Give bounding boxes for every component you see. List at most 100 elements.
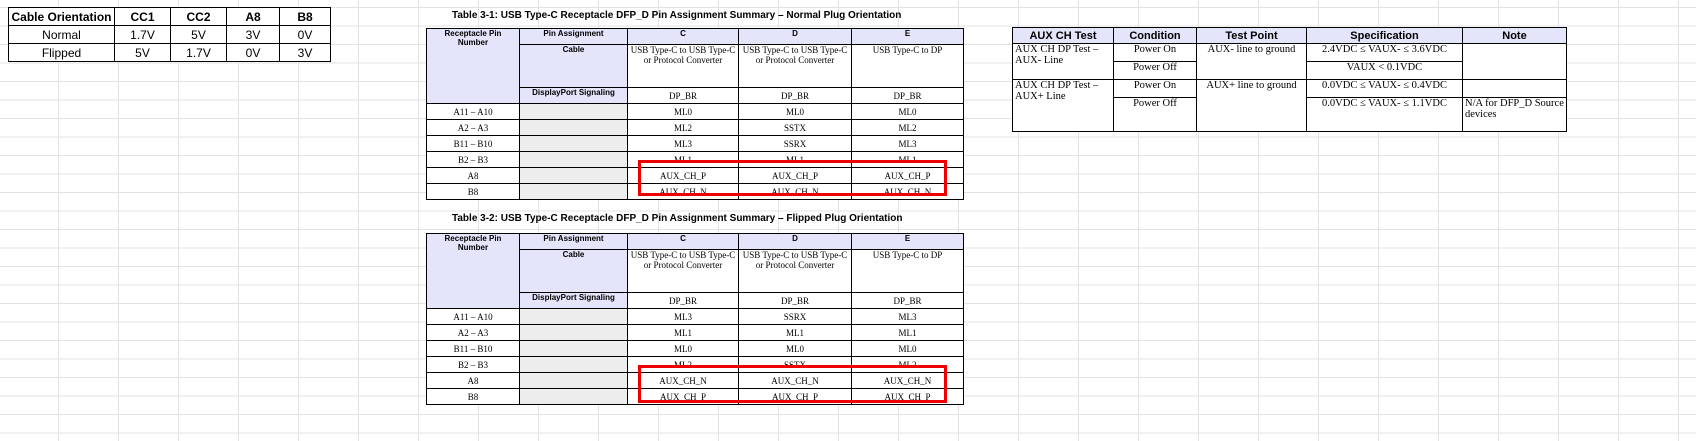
cable-cell: USB Type-C to USB Type-C or Protocol Con… (627, 44, 739, 88)
condition-cell: Power Off (1113, 97, 1197, 132)
column-header: D (738, 233, 852, 250)
signal-cell: ML3 (627, 135, 739, 152)
cable-cell: USB Type-C to DP (851, 249, 964, 293)
table-cell: Normal (8, 25, 115, 44)
header-cell: Specification (1306, 27, 1463, 44)
cable-cell: USB Type-C to USB Type-C or Protocol Con… (738, 44, 852, 88)
table-cell: 3V (279, 43, 331, 62)
dp-cell: DP_BR (627, 87, 739, 104)
signal-cell: ML1 (851, 324, 964, 341)
signal-cell: ML0 (851, 340, 964, 357)
table-cell: 5V (114, 43, 171, 62)
cable-cell: USB Type-C to USB Type-C or Protocol Con… (627, 249, 739, 293)
signal-cell: SSRX (738, 135, 852, 152)
spec-cell: 0.0VDC ≤ VAUX- ≤ 1.1VDC (1306, 97, 1463, 132)
table-cell: 3V (226, 25, 280, 44)
table-cell: 0V (279, 25, 331, 44)
signal-cell: ML0 (627, 103, 739, 120)
test-cell: AUX CH DP Test – AUX- Line (1012, 43, 1114, 80)
signal-cell: ML3 (851, 308, 964, 325)
table-row: A2 – A3 ML1 ML1 ML1 (426, 324, 964, 341)
pin-number-header: Receptacle Pin Number (426, 28, 520, 104)
pin-cell: A2 – A3 (426, 119, 520, 136)
pin-number-header: Receptacle Pin Number (426, 233, 520, 309)
signal-cell: ML0 (851, 103, 964, 120)
pin-cell: A8 (426, 372, 520, 389)
pin-cell: B8 (426, 388, 520, 405)
column-header: D (738, 28, 852, 45)
signal-cell: ML3 (851, 135, 964, 152)
condition-cell: Power On (1113, 79, 1197, 98)
cable-header: Cable (519, 249, 628, 293)
table2-pin-table: Receptacle Pin Number Pin Assignment C D E Ca… (426, 233, 964, 405)
header-cell: CC1 (114, 7, 171, 26)
note-cell: N/A for DFP_D Source devices (1462, 97, 1567, 132)
pin-assignment-header: Pin Assignment (519, 233, 628, 250)
header-cell: Test Point (1196, 27, 1307, 44)
pin-assignment-header: Pin Assignment (519, 28, 628, 45)
highlight-box (638, 160, 947, 196)
table-row: A11 – A10 ML0 ML0 ML0 (426, 103, 964, 120)
dp-signaling-header: DisplayPort Signaling (519, 87, 628, 104)
signal-cell: ML3 (627, 308, 739, 325)
signal-cell: ML1 (627, 324, 739, 341)
aux-ch-test-table: AUX CH Test Condition Test Point Specificat… (1012, 27, 1567, 132)
header-cell: Condition (1113, 27, 1197, 44)
dp-cell: DP_BR (851, 292, 964, 309)
signal-cell: ML1 (738, 324, 852, 341)
signal-cell: ML0 (738, 103, 852, 120)
test-cell: AUX CH DP Test – AUX+ Line (1012, 79, 1114, 132)
pin-cell: A8 (426, 167, 520, 184)
pin-cell: B11 – B10 (426, 340, 520, 357)
test-point-cell: AUX+ line to ground (1196, 79, 1307, 132)
pin-cell: A11 – A10 (426, 103, 520, 120)
cable-cell: USB Type-C to USB Type-C or Protocol Con… (738, 249, 852, 293)
header-cell: Note (1462, 27, 1567, 44)
table-cell: 1.7V (114, 25, 171, 44)
condition-cell: Power Off (1113, 61, 1197, 80)
pin-cell: A2 – A3 (426, 324, 520, 341)
dp-signaling-header: DisplayPort Signaling (519, 292, 628, 309)
dp-cell: DP_BR (627, 292, 739, 309)
table-row: B8 AUX_CH_P AUX_CH_P AUX_CH_P (426, 388, 964, 405)
pin-cell: A11 – A10 (426, 308, 520, 325)
signal-cell: ML2 (627, 119, 739, 136)
table-row: B11 – B10 ML0 ML0 ML0 (426, 340, 964, 357)
header-cell: AUX CH Test (1012, 27, 1114, 44)
table2-title: Table 3-2: USB Type-C Receptacle DFP_D P… (452, 213, 903, 224)
table-row: A8 AUX_CH_N AUX_CH_N AUX_CH_N (426, 372, 964, 389)
header-cell: CC2 (170, 7, 227, 26)
highlight-box (638, 365, 947, 403)
pin-cell: B2 – B3 (426, 356, 520, 373)
table-cell: 5V (170, 25, 227, 44)
column-header: E (851, 233, 964, 250)
table1-pin-table: Receptacle Pin Number Pin Assignment C D E Ca… (426, 28, 964, 200)
table-row: A11 – A10 ML3 SSRX ML3 (426, 308, 964, 325)
test-point-cell: AUX- line to ground (1196, 43, 1307, 80)
signal-cell: SSTX (738, 119, 852, 136)
table-row: A8 AUX_CH_P AUX_CH_P AUX_CH_P (426, 167, 964, 184)
table-row: A2 – A3 ML2 SSTX ML2 (426, 119, 964, 136)
table1-title: Table 3-1: USB Type-C Receptacle DFP_D P… (452, 10, 902, 21)
column-header: C (627, 28, 739, 45)
pin-cell: B11 – B10 (426, 135, 520, 152)
condition-cell: Power On (1113, 43, 1197, 62)
cable-cell: USB Type-C to DP (851, 44, 964, 88)
header-cell: B8 (279, 7, 331, 26)
pin-cell: B8 (426, 183, 520, 200)
signal-cell: ML0 (738, 340, 852, 357)
signal-cell: ML2 (851, 119, 964, 136)
cable-orientation-table: Cable Orientation CC1 CC2 A8 B8 Normal 1.7V 5V 3… (8, 7, 331, 62)
table-cell: 0V (226, 43, 280, 62)
dp-cell: DP_BR (851, 87, 964, 104)
column-header: E (851, 28, 964, 45)
spec-cell: 2.4VDC ≤ VAUX- ≤ 3.6VDC (1306, 43, 1463, 62)
header-cell: A8 (226, 7, 280, 26)
table-cell: Flipped (8, 43, 115, 62)
table-cell: 1.7V (170, 43, 227, 62)
column-header: C (627, 233, 739, 250)
cable-header: Cable (519, 44, 628, 88)
dp-cell: DP_BR (738, 292, 852, 309)
dp-cell: DP_BR (738, 87, 852, 104)
signal-cell: ML0 (627, 340, 739, 357)
